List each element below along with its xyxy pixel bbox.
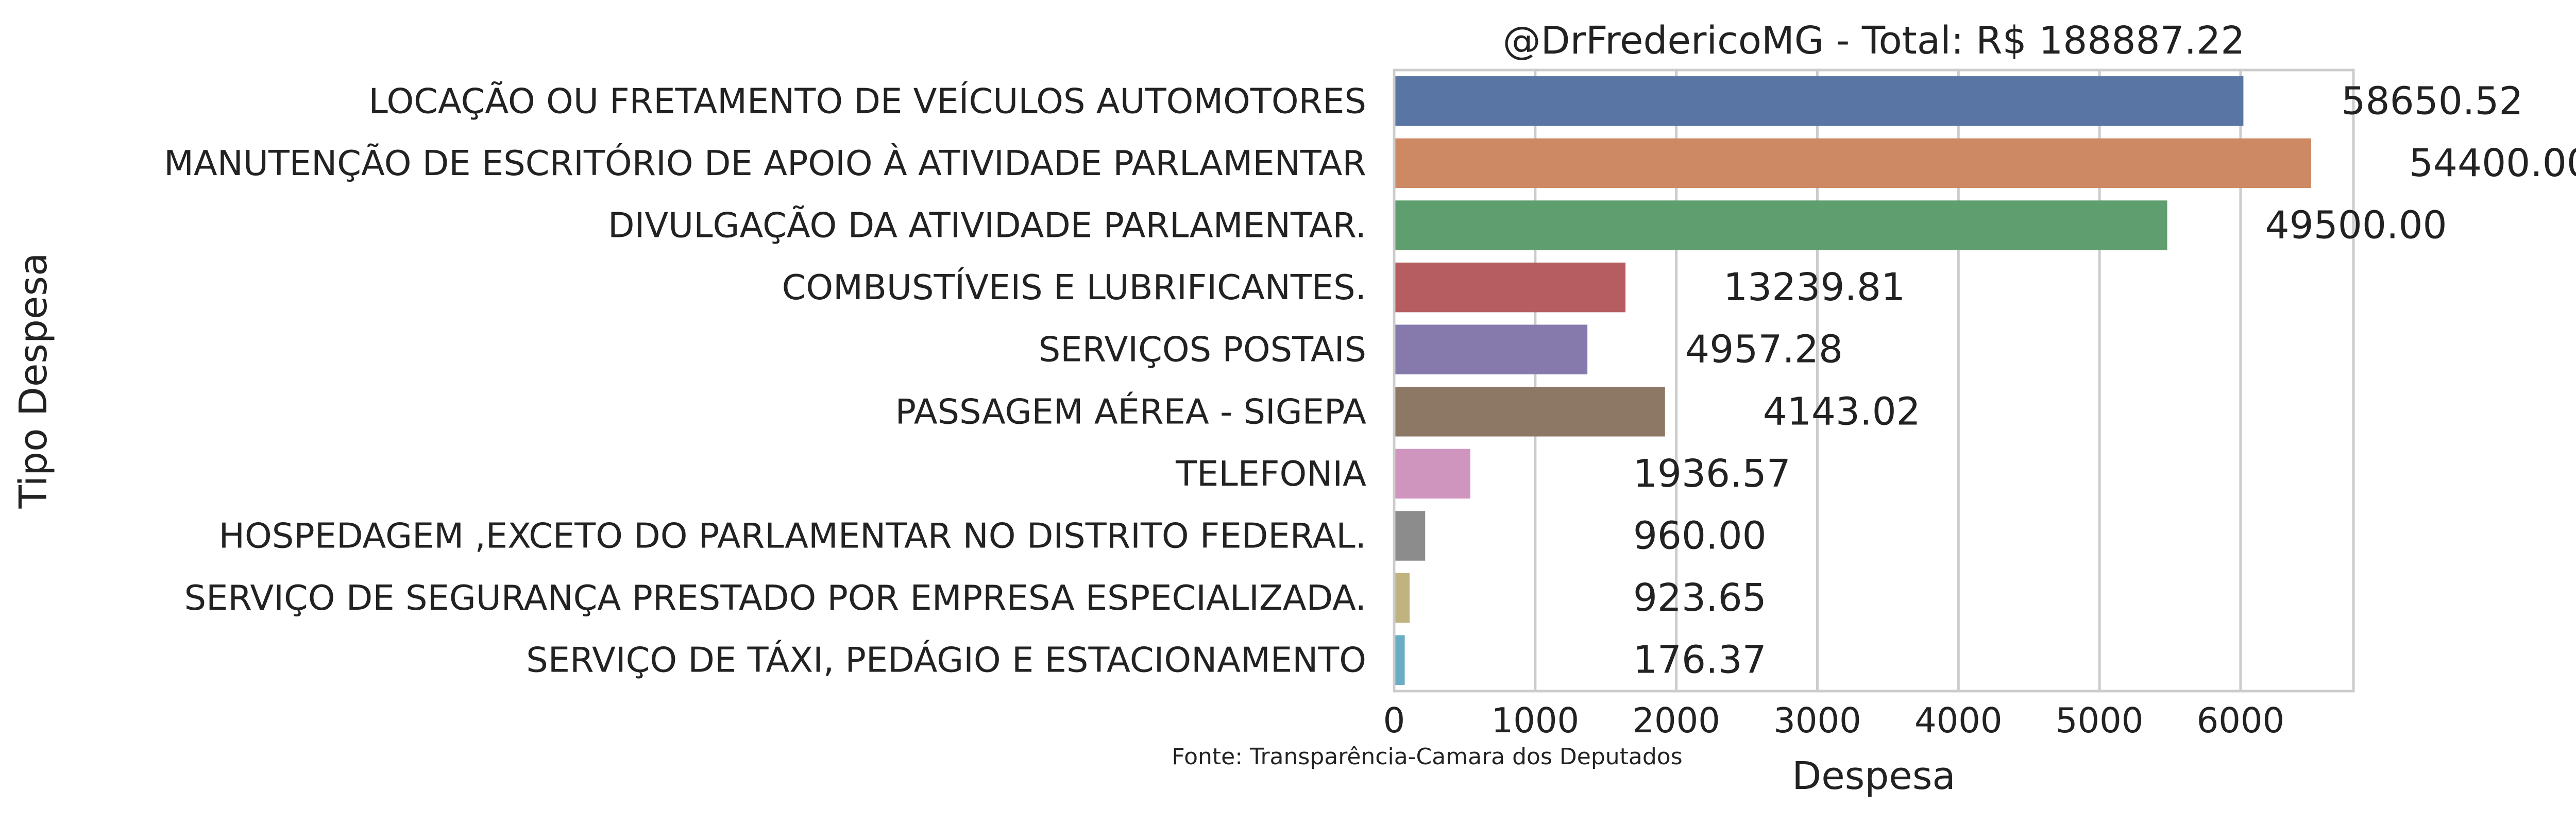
category-label: HOSPEDAGEM ,EXCETO DO PARLAMENTAR NO DIS… [219, 516, 1366, 556]
value-labels: 58650.52 54400.00 49500.00 13239.81 4957.28 4… [1633, 79, 2576, 682]
x-tick-label: 5000 [2056, 700, 2144, 741]
value-label: 1936.57 [1633, 452, 1791, 496]
value-label: 58650.52 [2341, 79, 2523, 123]
value-label: 923.65 [1633, 576, 1767, 620]
x-tick-label: 6000 [2197, 700, 2285, 741]
category-label: PASSAGEM AÉREA - SIGEPA [895, 391, 1367, 432]
category-label: SERVIÇO DE SEGURANÇA PRESTADO POR EMPRES… [184, 578, 1366, 618]
x-axis-label: Despesa [1792, 754, 1955, 798]
value-label: 4143.02 [1763, 389, 1921, 434]
value-label: 54400.00 [2409, 141, 2576, 185]
value-label: 176.37 [1633, 638, 1767, 682]
category-label: DIVULGAÇÃO DA ATIVIDADE PARLAMENTAR. [608, 205, 1366, 246]
bar [1394, 262, 1626, 313]
chart-title: @DrFredericoMG - Total: R$ 188887.22 [1503, 19, 2245, 63]
x-tick-label: 3000 [1773, 700, 1861, 741]
category-label: SERVIÇOS POSTAIS [1039, 330, 1366, 370]
x-tick-label: 4000 [1914, 700, 2003, 741]
y-axis-label: Tipo Despesa [11, 253, 56, 509]
bar [1394, 573, 1410, 623]
x-tick-labels: 0 1000 2000 3000 4000 5000 6000 [1383, 700, 2285, 741]
category-label: COMBUSTÍVEIS E LUBRIFICANTES. [782, 267, 1366, 307]
category-label: SERVIÇO DE TÁXI, PEDÁGIO E ESTACIONAMENT… [526, 640, 1366, 680]
bar [1394, 324, 1588, 374]
category-labels: LOCAÇÃO OU FRETAMENTO DE VEÍCULOS AUTOMO… [164, 80, 1366, 680]
bars [1394, 76, 2311, 685]
plot-frame [1393, 68, 2355, 693]
category-label: MANUTENÇÃO DE ESCRITÓRIO DE APOIO À ATIV… [164, 143, 1366, 183]
category-label: TELEFONIA [1175, 454, 1366, 494]
bar [1394, 511, 1426, 561]
value-label: 13239.81 [1723, 265, 1905, 310]
bar [1394, 387, 1665, 437]
source-note: Fonte: Transparência-Camara dos Deputado… [1172, 744, 1682, 770]
bar [1394, 138, 2311, 188]
bar [1394, 449, 1470, 499]
bar [1394, 635, 1405, 685]
bar [1394, 76, 2244, 126]
value-label: 4957.28 [1685, 328, 1843, 372]
bar [1394, 200, 2167, 250]
x-tick-label: 0 [1383, 700, 1405, 741]
value-label: 960.00 [1633, 514, 1767, 558]
value-label: 49500.00 [2265, 203, 2447, 248]
x-tick-label: 1000 [1492, 700, 1580, 741]
category-label: LOCAÇÃO OU FRETAMENTO DE VEÍCULOS AUTOMO… [369, 80, 1367, 121]
x-tick-label: 2000 [1632, 700, 1720, 741]
